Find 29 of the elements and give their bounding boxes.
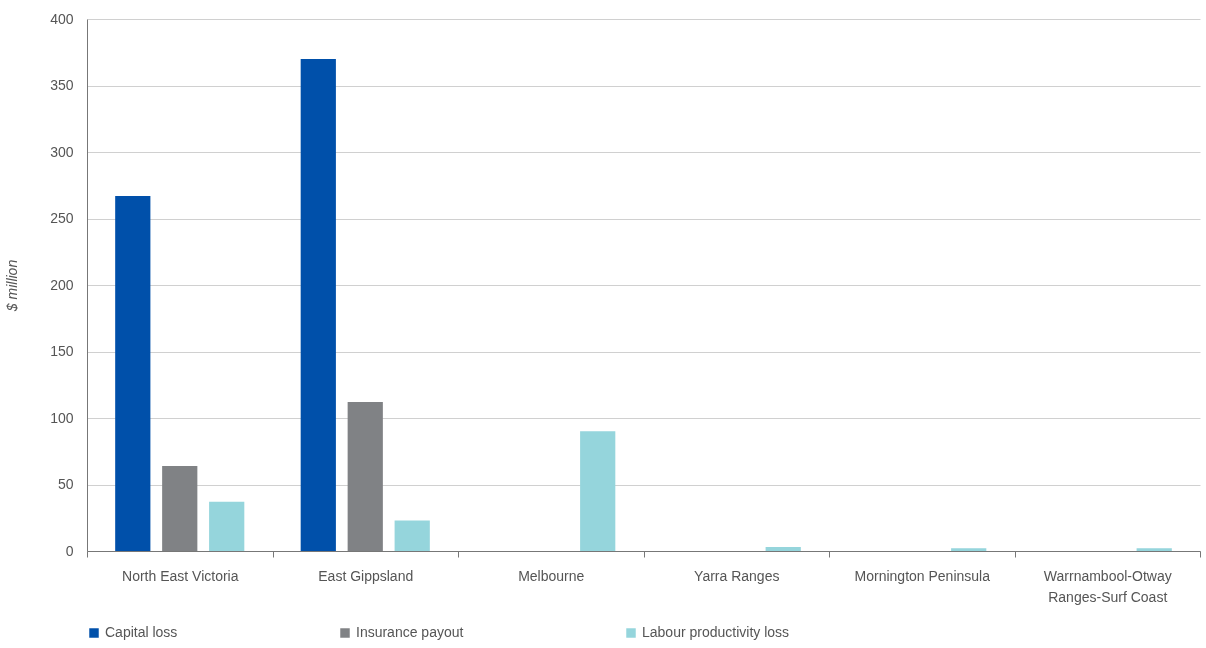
bar bbox=[300, 58, 336, 551]
x-tick-label: North East Victoria bbox=[122, 567, 239, 584]
y-tick-label: 300 bbox=[50, 143, 74, 160]
y-tick-label: 400 bbox=[50, 10, 74, 27]
bar bbox=[115, 195, 151, 551]
bar bbox=[580, 431, 616, 551]
y-tick-label: 50 bbox=[57, 476, 74, 492]
legend-label: Capital loss bbox=[105, 624, 178, 640]
bar bbox=[394, 520, 430, 551]
y-axis-title: $ million bbox=[4, 259, 21, 313]
bar bbox=[765, 547, 801, 551]
x-tick-label: Melbourne bbox=[518, 567, 585, 584]
bar bbox=[209, 501, 245, 551]
y-tick-label: 0 bbox=[65, 542, 74, 559]
legend-label: Insurance payout bbox=[356, 624, 464, 640]
y-tick-label: 250 bbox=[50, 210, 74, 226]
bar bbox=[162, 465, 198, 551]
y-tick-label: 350 bbox=[50, 77, 74, 93]
bar bbox=[1136, 548, 1172, 551]
y-tick-label: 100 bbox=[50, 409, 74, 426]
bar bbox=[347, 402, 383, 551]
y-tick-label: 200 bbox=[50, 276, 74, 293]
y-tick-label: 150 bbox=[50, 343, 74, 359]
x-tick-label: East Gippsland bbox=[318, 567, 414, 584]
legend-label: Labour productivity loss bbox=[642, 624, 790, 640]
bar bbox=[951, 548, 987, 551]
x-tick-label: Warrnambool-Otway Ranges-Surf Coast bbox=[1043, 567, 1172, 605]
x-tick-label: Yarra Ranges bbox=[694, 567, 780, 584]
x-tick-label: Mornington Peninsula bbox=[854, 567, 991, 584]
